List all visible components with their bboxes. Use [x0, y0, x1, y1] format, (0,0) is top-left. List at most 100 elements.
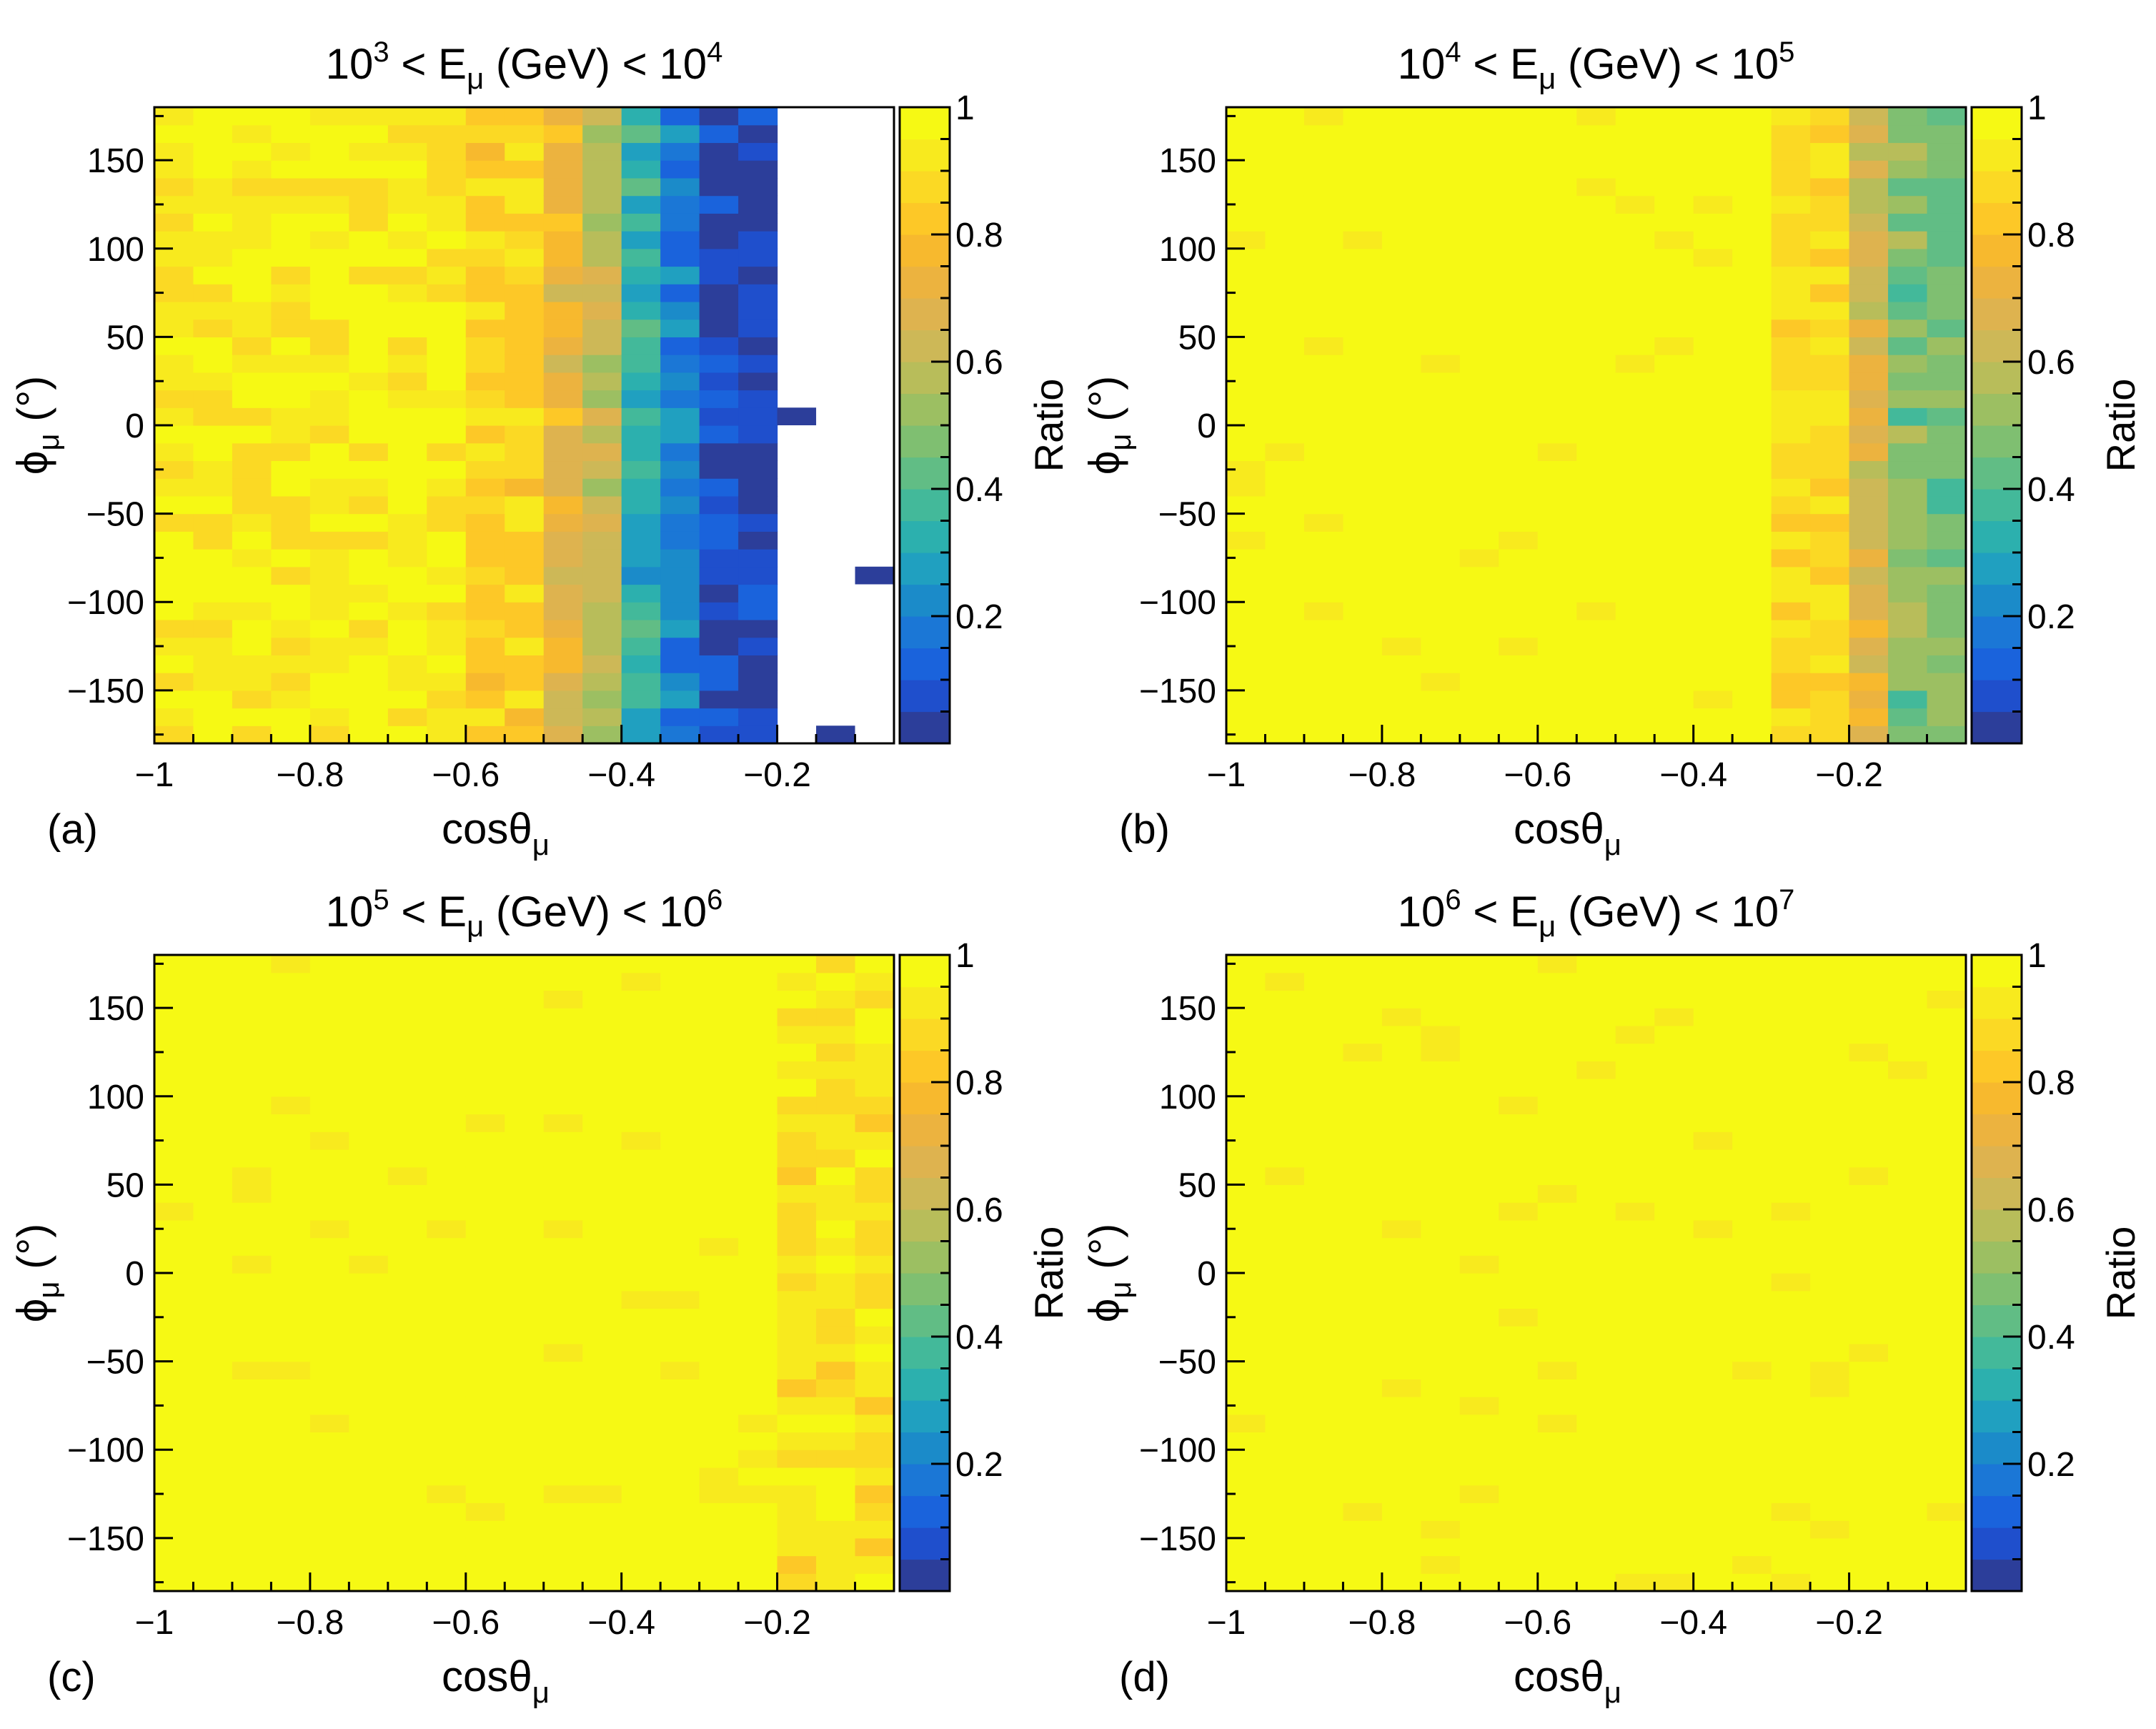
heatmap-cell — [1343, 602, 1383, 620]
heatmap-cell — [465, 160, 505, 179]
heatmap-cell — [1849, 619, 1889, 638]
heatmap-cell — [1810, 390, 1850, 408]
heatmap-cell — [505, 266, 545, 284]
heatmap-cell — [427, 1485, 467, 1503]
heatmap-cell — [1927, 495, 1967, 515]
heatmap-cell — [1381, 460, 1421, 479]
heatmap-cell — [1303, 495, 1344, 515]
heatmap-cell — [1381, 1219, 1421, 1239]
heatmap-cell — [1693, 107, 1733, 126]
heatmap-cell — [1810, 1184, 1850, 1203]
heatmap-cell — [1459, 955, 1499, 974]
heatmap-cell — [309, 1414, 349, 1433]
y-tick-label: −150 — [67, 673, 144, 710]
heatmap-cell — [1537, 1131, 1577, 1150]
heatmap-cell — [1381, 1131, 1421, 1150]
heatmap-cell — [660, 566, 700, 585]
heatmap-cell — [1576, 990, 1616, 1009]
heatmap-cell — [1732, 1326, 1772, 1344]
heatmap-cell — [1927, 584, 1967, 603]
heatmap-cell — [1576, 1308, 1616, 1327]
heatmap-cell — [309, 1079, 349, 1097]
heatmap-cell — [1693, 142, 1733, 161]
heatmap-cell — [1654, 619, 1694, 638]
heatmap-cell — [1654, 266, 1694, 284]
heatmap-cell — [1343, 1414, 1383, 1433]
heatmap-cell — [1381, 1573, 1421, 1592]
heatmap-cell — [505, 1079, 545, 1097]
heatmap-cell — [1615, 1361, 1655, 1379]
heatmap-cell — [777, 1114, 817, 1132]
heatmap-cell — [1654, 407, 1694, 426]
heatmap-cell — [1693, 566, 1733, 585]
heatmap-cell — [1732, 1450, 1772, 1468]
heatmap-cell — [1381, 124, 1421, 144]
heatmap-cell — [777, 1343, 817, 1362]
heatmap-cell — [1615, 673, 1655, 691]
heatmap-cell — [271, 407, 311, 426]
heatmap-cell — [1303, 390, 1344, 408]
heatmap-cell — [1927, 1008, 1967, 1026]
heatmap-cell — [1499, 266, 1539, 284]
heatmap-cell — [1888, 124, 1928, 144]
heatmap-cell — [1654, 319, 1694, 337]
heatmap-cell — [1576, 1573, 1616, 1592]
heatmap-cell — [699, 725, 739, 744]
heatmap-cell — [1459, 1008, 1499, 1026]
heatmap-cell — [1849, 478, 1889, 497]
heatmap-cell — [1927, 513, 1967, 532]
heatmap-cell — [1849, 1114, 1889, 1132]
heatmap-cell — [427, 231, 467, 249]
heatmap-cell — [1499, 1467, 1539, 1486]
heatmap-cell — [1771, 1432, 1811, 1450]
heatmap-cell — [309, 584, 349, 603]
heatmap-cell — [582, 1414, 622, 1433]
heatmap-cell — [1343, 1467, 1383, 1486]
heatmap-cell — [1303, 1202, 1344, 1221]
heatmap-cell — [699, 1326, 739, 1344]
heatmap-cell — [232, 177, 272, 197]
heatmap-cell — [1927, 1149, 1967, 1168]
heatmap-cell — [1693, 1096, 1733, 1115]
heatmap-cell — [1265, 1237, 1305, 1256]
heatmap-cell — [738, 1061, 778, 1079]
heatmap-cell — [699, 1432, 739, 1450]
heatmap-cell — [582, 1043, 622, 1061]
heatmap-cell — [465, 1166, 505, 1185]
heatmap-cell — [154, 1061, 194, 1079]
heatmap-cell — [1499, 549, 1539, 568]
heatmap-cell — [465, 301, 505, 320]
heatmap-cell — [1381, 1555, 1421, 1574]
heatmap-cell — [1615, 1326, 1655, 1344]
heatmap-cell — [309, 160, 349, 179]
heatmap-cell — [1615, 231, 1655, 249]
heatmap-cell — [1381, 1149, 1421, 1168]
heatmap-cell — [1421, 955, 1461, 974]
heatmap-cell — [1849, 1502, 1889, 1521]
heatmap-cell — [1927, 549, 1967, 568]
heatmap-cell — [193, 390, 233, 408]
heatmap-cell — [232, 266, 272, 284]
heatmap-cell — [1226, 1432, 1266, 1450]
heatmap-cell — [777, 1237, 817, 1256]
heatmap-cell — [1343, 1308, 1383, 1327]
heatmap-cell — [621, 1079, 661, 1097]
heatmap-cell — [1226, 442, 1266, 462]
colorbar-label: Ratio — [1026, 379, 1071, 472]
heatmap-cell — [193, 1573, 233, 1592]
heatmap-cell — [1576, 1149, 1616, 1168]
heatmap-cell — [1303, 442, 1344, 462]
heatmap-cell — [1654, 425, 1694, 444]
heatmap-cell — [1381, 655, 1421, 673]
heatmap-cell — [1615, 372, 1655, 391]
heatmap-cell — [699, 160, 739, 179]
heatmap-cell — [1381, 1343, 1421, 1362]
heatmap-cell — [1421, 460, 1461, 479]
heatmap-cell — [232, 673, 272, 691]
heatmap-cell — [660, 990, 700, 1009]
heatmap-cell — [1810, 549, 1850, 568]
heatmap-cell — [193, 619, 233, 638]
heatmap-cell — [465, 1061, 505, 1079]
heatmap-cell — [1849, 1008, 1889, 1026]
